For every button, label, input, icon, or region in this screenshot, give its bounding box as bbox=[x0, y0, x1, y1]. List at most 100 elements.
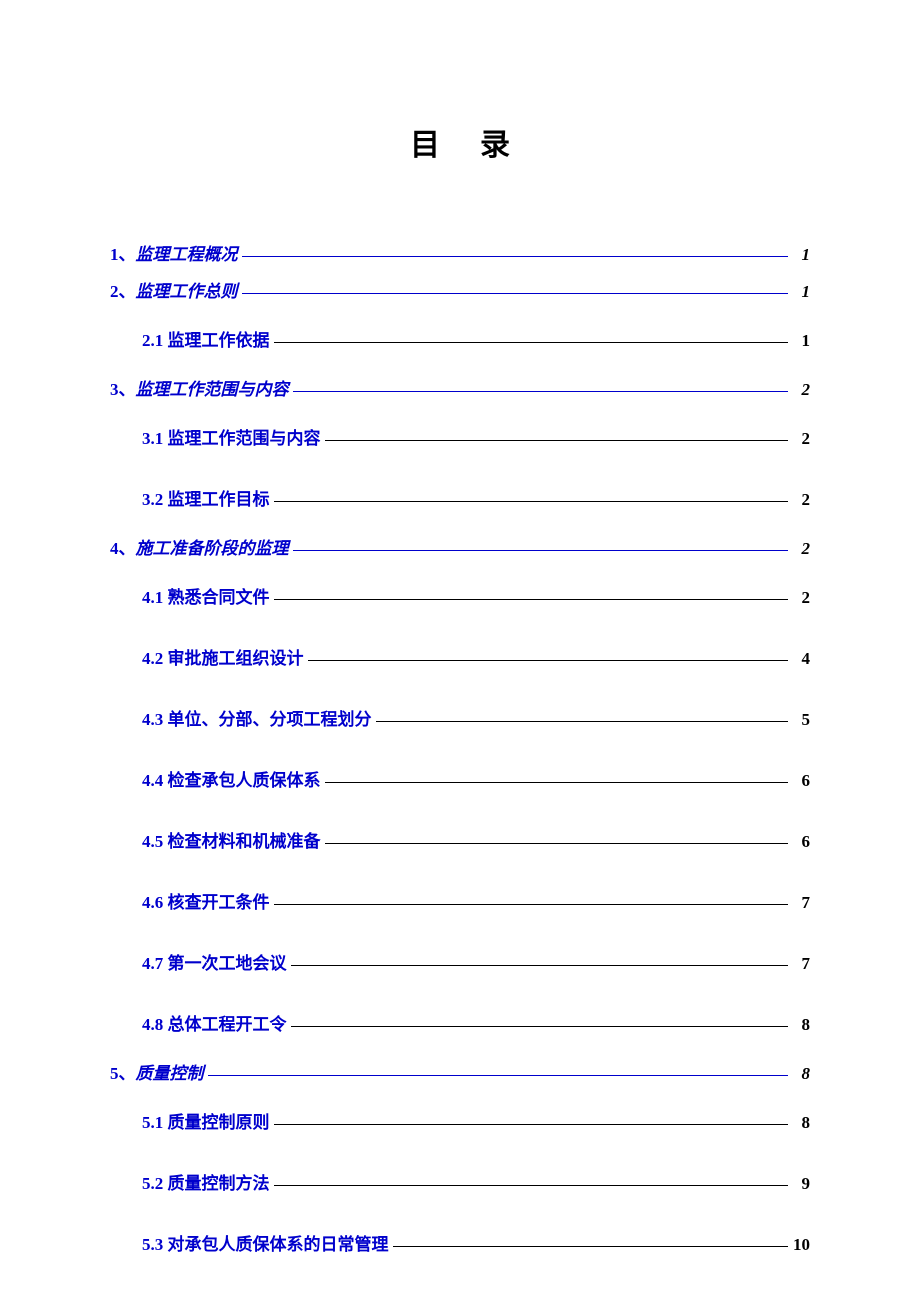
toc-entry-number: 4、 bbox=[110, 539, 136, 558]
page-title: 目录 bbox=[110, 120, 810, 164]
toc-entry-text: 单位、分部、分项工程划分 bbox=[168, 710, 372, 729]
toc-entry-label: 4.4 检查承包人质保体系 bbox=[110, 766, 321, 791]
toc-entry-number: 5.2 bbox=[142, 1174, 168, 1193]
toc-entry[interactable]: 3.2 监理工作目标 2 bbox=[110, 467, 810, 528]
toc-entry-label: 3、监理工作范围与内容 bbox=[110, 375, 289, 400]
toc-entry-label: 4.7 第一次工地会议 bbox=[110, 949, 287, 974]
toc-entry-label: 3.1 监理工作范围与内容 bbox=[110, 424, 321, 449]
toc-leader-line bbox=[208, 1075, 789, 1076]
toc-entry-page: 10 bbox=[792, 1235, 810, 1255]
toc-entry[interactable]: 2.1 监理工作依据1 bbox=[110, 308, 810, 369]
toc-entry[interactable]: 3.1 监理工作范围与内容2 bbox=[110, 406, 810, 467]
toc-entry-number: 2.1 bbox=[142, 331, 168, 350]
toc-entry-number: 4.7 bbox=[142, 954, 168, 973]
toc-entry-label: 4.8 总体工程开工令 bbox=[110, 1010, 287, 1035]
toc-entry-number: 3、 bbox=[110, 380, 136, 399]
toc-entry-page: 1 bbox=[792, 245, 810, 265]
toc-entry-number: 5.3 bbox=[142, 1235, 168, 1254]
toc-entry[interactable]: 4.1 熟悉合同文件2 bbox=[110, 565, 810, 626]
toc-entry-page: 6 bbox=[792, 832, 810, 852]
toc-entry-number: 4.4 bbox=[142, 771, 168, 790]
toc-entry-number: 4.3 bbox=[142, 710, 168, 729]
toc-entry-text: 检查材料和机械准备 bbox=[168, 832, 321, 851]
toc-entry-number: 4.8 bbox=[142, 1015, 168, 1034]
toc-entry[interactable]: 4.2 审批施工组织设计 4 bbox=[110, 626, 810, 687]
toc-entry[interactable]: 4.8 总体工程开工令 8 bbox=[110, 992, 810, 1053]
toc-entry-page: 4 bbox=[792, 649, 810, 669]
toc-leader-line bbox=[308, 660, 789, 661]
toc-leader-line bbox=[325, 843, 789, 844]
toc-entry-label: 4.6 核查开工条件 bbox=[110, 888, 270, 913]
toc-entry-page: 7 bbox=[792, 893, 810, 913]
toc-leader-line bbox=[274, 501, 789, 502]
toc-entry-page: 1 bbox=[792, 282, 810, 302]
toc-entry-label: 4.5 检查材料和机械准备 bbox=[110, 827, 321, 852]
toc-leader-line bbox=[376, 721, 789, 722]
toc-entry[interactable]: 5、质量控制8 bbox=[110, 1053, 810, 1090]
toc-entry-text: 熟悉合同文件 bbox=[168, 588, 270, 607]
toc-leader-line bbox=[274, 1185, 789, 1186]
toc-entry-text: 核查开工条件 bbox=[168, 893, 270, 912]
toc-entry-number: 3.2 bbox=[142, 490, 168, 509]
toc-entry-label: 5.1 质量控制原则 bbox=[110, 1108, 270, 1133]
toc-entry-label: 2、监理工作总则 bbox=[110, 277, 238, 302]
toc-entry-text: 监理工作范围与内容 bbox=[136, 380, 289, 399]
toc-entry[interactable]: 4、施工准备阶段的监理 2 bbox=[110, 528, 810, 565]
toc-entry-page: 8 bbox=[792, 1015, 810, 1035]
toc-entry-label: 1、监理工程概况 bbox=[110, 240, 238, 265]
toc-entry-text: 监理工作范围与内容 bbox=[168, 429, 321, 448]
toc-entry-label: 4.3 单位、分部、分项工程划分 bbox=[110, 705, 372, 730]
toc-entry-number: 1、 bbox=[110, 245, 136, 264]
toc-entry-number: 5、 bbox=[110, 1064, 136, 1083]
toc-entry-text: 审批施工组织设计 bbox=[168, 649, 304, 668]
toc-entry[interactable]: 3、监理工作范围与内容2 bbox=[110, 369, 810, 406]
toc-entry-label: 4.1 熟悉合同文件 bbox=[110, 583, 270, 608]
toc-entry-page: 5 bbox=[792, 710, 810, 730]
toc-leader-line bbox=[293, 391, 789, 392]
toc-leader-line bbox=[274, 599, 789, 600]
toc-entry-label: 5.3 对承包人质保体系的日常管理 bbox=[110, 1230, 389, 1255]
toc-entry[interactable]: 4.7 第一次工地会议 7 bbox=[110, 931, 810, 992]
toc-entry[interactable]: 2、监理工作总则 1 bbox=[110, 271, 810, 308]
toc-entry-text: 检查承包人质保体系 bbox=[168, 771, 321, 790]
toc-entry-text: 总体工程开工令 bbox=[168, 1015, 287, 1034]
toc-entry-text: 第一次工地会议 bbox=[168, 954, 287, 973]
toc-entry-label: 5.2 质量控制方法 bbox=[110, 1169, 270, 1194]
toc-entry-page: 1 bbox=[792, 331, 810, 351]
toc-leader-line bbox=[242, 293, 789, 294]
toc-entry[interactable]: 1、监理工程概况 1 bbox=[110, 234, 810, 271]
toc-entry[interactable]: 5.1 质量控制原则8 bbox=[110, 1090, 810, 1151]
toc-entry-text: 对承包人质保体系的日常管理 bbox=[168, 1235, 389, 1254]
toc-entry-text: 监理工程概况 bbox=[136, 245, 238, 264]
toc-entry-number: 5.1 bbox=[142, 1113, 168, 1132]
toc-entry-text: 质量控制原则 bbox=[168, 1113, 270, 1132]
toc-leader-line bbox=[274, 1124, 789, 1125]
toc-entry-number: 4.2 bbox=[142, 649, 168, 668]
toc-leader-line bbox=[291, 965, 789, 966]
toc-entry[interactable]: 4.5 检查材料和机械准备 6 bbox=[110, 809, 810, 870]
toc-entry-label: 4.2 审批施工组织设计 bbox=[110, 644, 304, 669]
toc-entry[interactable]: 4.3 单位、分部、分项工程划分 5 bbox=[110, 687, 810, 748]
toc-entry-page: 6 bbox=[792, 771, 810, 791]
toc-entry-page: 2 bbox=[792, 490, 810, 510]
toc-leader-line bbox=[242, 256, 789, 257]
toc-entry[interactable]: 5.2 质量控制方法 9 bbox=[110, 1151, 810, 1212]
toc-entry-number: 4.1 bbox=[142, 588, 168, 607]
toc-entry[interactable]: 4.6 核查开工条件 7 bbox=[110, 870, 810, 931]
toc-entry-text: 施工准备阶段的监理 bbox=[136, 539, 289, 558]
toc-entry-page: 8 bbox=[792, 1064, 810, 1084]
toc-entry[interactable]: 5.3 对承包人质保体系的日常管理 10 bbox=[110, 1212, 810, 1273]
toc-entry-text: 监理工作目标 bbox=[168, 490, 270, 509]
toc-entry-page: 2 bbox=[792, 539, 810, 559]
toc-entry-label: 4、施工准备阶段的监理 bbox=[110, 534, 289, 559]
toc-entry-text: 质量控制方法 bbox=[168, 1174, 270, 1193]
toc-entry-label: 3.2 监理工作目标 bbox=[110, 485, 270, 510]
toc-entry[interactable]: 4.4 检查承包人质保体系 6 bbox=[110, 748, 810, 809]
toc-entry-page: 7 bbox=[792, 954, 810, 974]
toc-entry-page: 9 bbox=[792, 1174, 810, 1194]
toc-entry-text: 监理工作总则 bbox=[136, 282, 238, 301]
toc-leader-line bbox=[393, 1246, 789, 1247]
table-of-contents: 1、监理工程概况12、监理工作总则12.1 监理工作依据13、监理工作范围与内容… bbox=[110, 234, 810, 1273]
toc-entry-number: 2、 bbox=[110, 282, 136, 301]
toc-entry-number: 4.5 bbox=[142, 832, 168, 851]
